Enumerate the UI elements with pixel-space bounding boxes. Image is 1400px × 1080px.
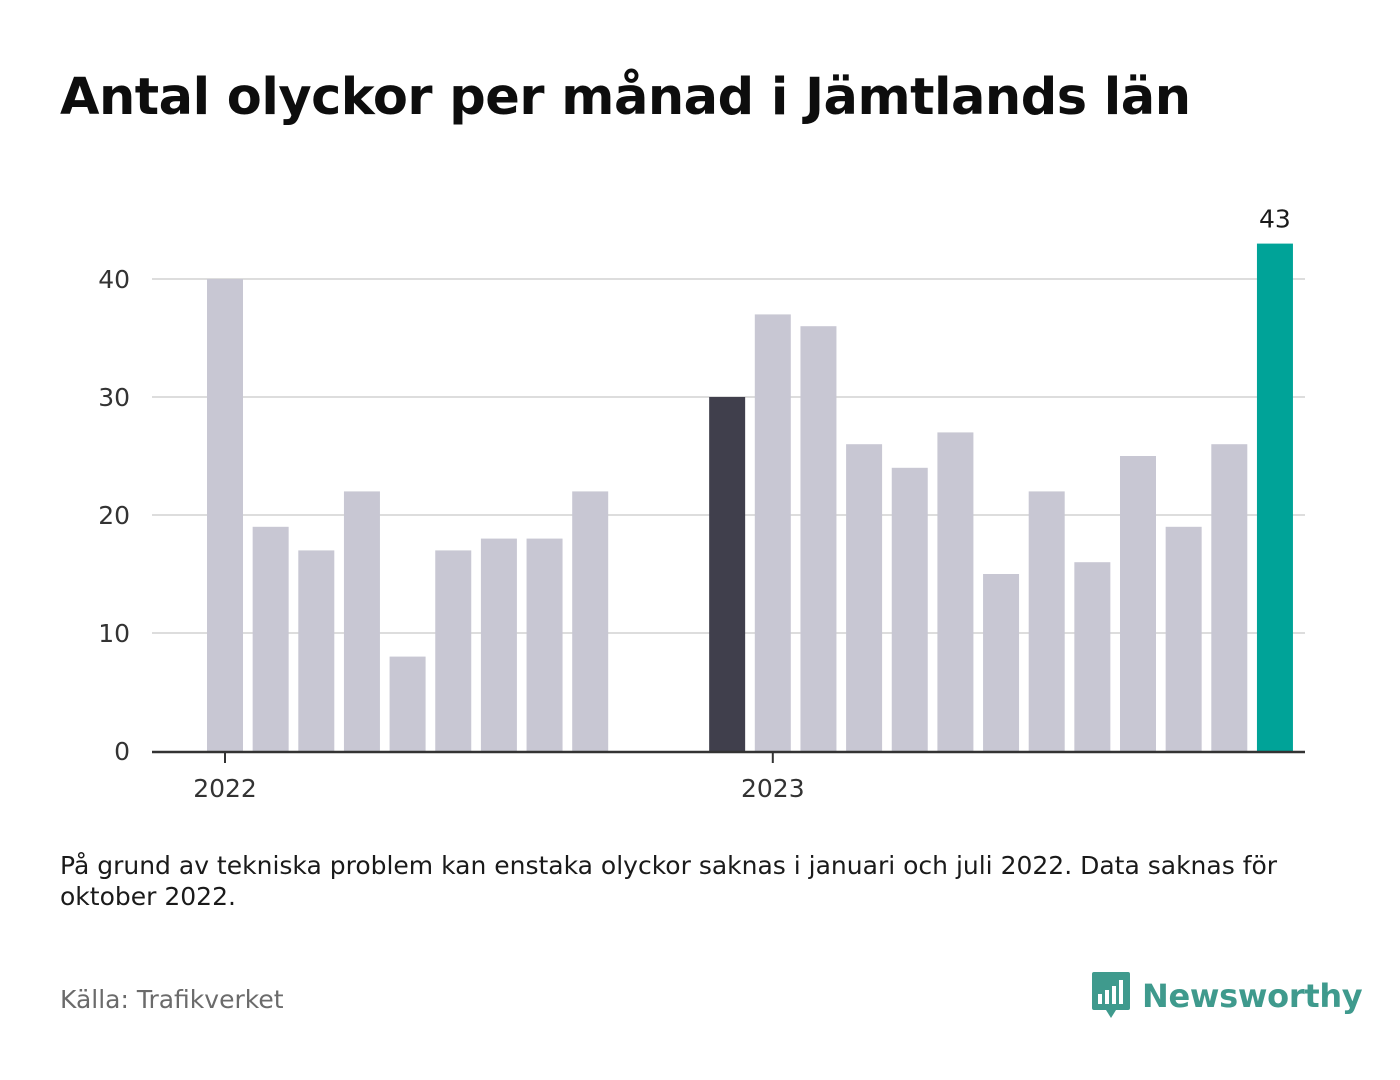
data-label: 43	[1259, 205, 1291, 234]
bar-2023-02	[800, 326, 837, 751]
bar-2023-06	[983, 574, 1020, 751]
bar-2022-02	[252, 526, 289, 751]
bar-2023-03	[846, 444, 883, 751]
y-tick-label: 0	[114, 737, 130, 766]
footnote: På grund av tekniska problem kan enstaka…	[60, 851, 1278, 911]
y-tick-label: 20	[98, 501, 130, 530]
y-tick-label: 30	[98, 383, 130, 412]
bar-2022-05	[389, 656, 426, 751]
bar-2022-09	[572, 491, 609, 751]
x-axis-ticks: 2022 2023	[193, 751, 805, 803]
brand-name: Newsworthy	[1142, 977, 1363, 1015]
bar-chart: 0 10 20 30 40 43 2022 2023	[98, 205, 1305, 803]
bar-2023-05	[937, 432, 974, 751]
bar-2023-07	[1028, 491, 1065, 751]
y-axis-ticks: 0 10 20 30 40	[98, 265, 130, 766]
bar-2022-03	[298, 550, 335, 751]
y-tick-label: 40	[98, 265, 130, 294]
bar-2022-04	[343, 491, 380, 751]
bar-2023-04	[891, 467, 928, 751]
brand-logo: Newsworthy	[1090, 970, 1363, 1022]
bar-2023-09	[1120, 456, 1156, 751]
bar-2022-12	[709, 397, 746, 751]
y-tick-label: 10	[98, 619, 130, 648]
bar-2023-11	[1211, 444, 1248, 751]
bar-2022-06	[435, 550, 472, 751]
newsworthy-logo-icon	[1092, 972, 1130, 1018]
bar-2023-12	[1256, 243, 1293, 751]
data-labels: 43	[1259, 205, 1291, 234]
bar-2022-01	[207, 279, 243, 751]
chart-title: Antal olyckor per månad i Jämtlands län	[60, 68, 1191, 127]
x-tick-label: 2022	[193, 774, 257, 803]
bar-2023-08	[1074, 562, 1111, 751]
bars	[207, 243, 1293, 751]
bar-2023-01	[754, 314, 791, 751]
bar-2022-08	[526, 538, 563, 751]
source-text: Källa: Trafikverket	[60, 985, 284, 1014]
bar-2023-10	[1165, 526, 1202, 751]
bar-2022-07	[480, 538, 517, 751]
x-tick-label: 2023	[741, 774, 805, 803]
